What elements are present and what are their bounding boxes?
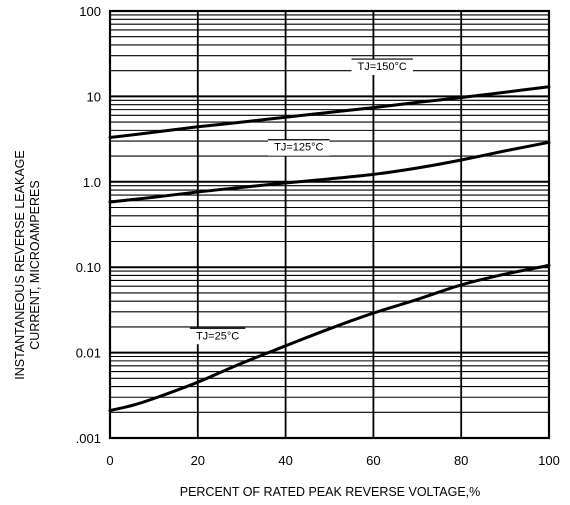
x-tick-label: 0 xyxy=(106,453,113,468)
x-tick-label: 100 xyxy=(538,453,560,468)
series-label-text: TJ=150°C xyxy=(358,61,407,73)
major-gridlines xyxy=(109,10,550,439)
y-tick-label: .001 xyxy=(76,431,101,446)
series-label-bg xyxy=(189,328,246,345)
x-tick-label: 40 xyxy=(278,453,292,468)
y-tick-label: 0.01 xyxy=(76,346,101,361)
x-axis-title: PERCENT OF RATED PEAK REVERSE VOLTAGE,% xyxy=(180,485,481,499)
y-tick-label: 100 xyxy=(79,4,101,19)
series-label-bg xyxy=(351,59,413,76)
x-tick-label: 60 xyxy=(366,453,380,468)
series-label-1: TJ=125°C xyxy=(268,139,330,156)
y-tick-labels: 100 10 1.0 0.10 0.01 .001 xyxy=(76,4,101,446)
series-label-0: TJ=150°C xyxy=(351,58,413,76)
curve-series-1 xyxy=(108,140,551,204)
y-axis-title: INSTANTANEOUS REVERSE LEAKAGE CURRENT, M… xyxy=(13,150,42,379)
curve-series-0 xyxy=(108,85,551,139)
plot-frame xyxy=(108,9,551,440)
curve-series-2 xyxy=(108,263,551,412)
series-label-2: TJ=25°C xyxy=(189,327,246,345)
series-label-text: TJ=125°C xyxy=(274,142,323,154)
series-curves xyxy=(108,85,551,412)
series-label-bg xyxy=(268,139,330,156)
y-tick-label: 10 xyxy=(87,89,101,104)
y-tick-label: 1.0 xyxy=(83,175,101,190)
y-axis-title-line-2: CURRENT, MICROAMPERES xyxy=(28,180,42,349)
y-tick-label: 0.10 xyxy=(76,260,101,275)
y-axis-title-line-1: INSTANTANEOUS REVERSE LEAKAGE xyxy=(13,150,27,379)
x-tick-label: 20 xyxy=(191,453,205,468)
x-tick-label: 80 xyxy=(454,453,468,468)
series-labels: TJ=150°C TJ=125°C TJ=25°C xyxy=(189,58,413,345)
x-tick-labels: 0 20 40 60 80 100 xyxy=(106,453,559,468)
series-label-text: TJ=25°C xyxy=(196,330,239,342)
